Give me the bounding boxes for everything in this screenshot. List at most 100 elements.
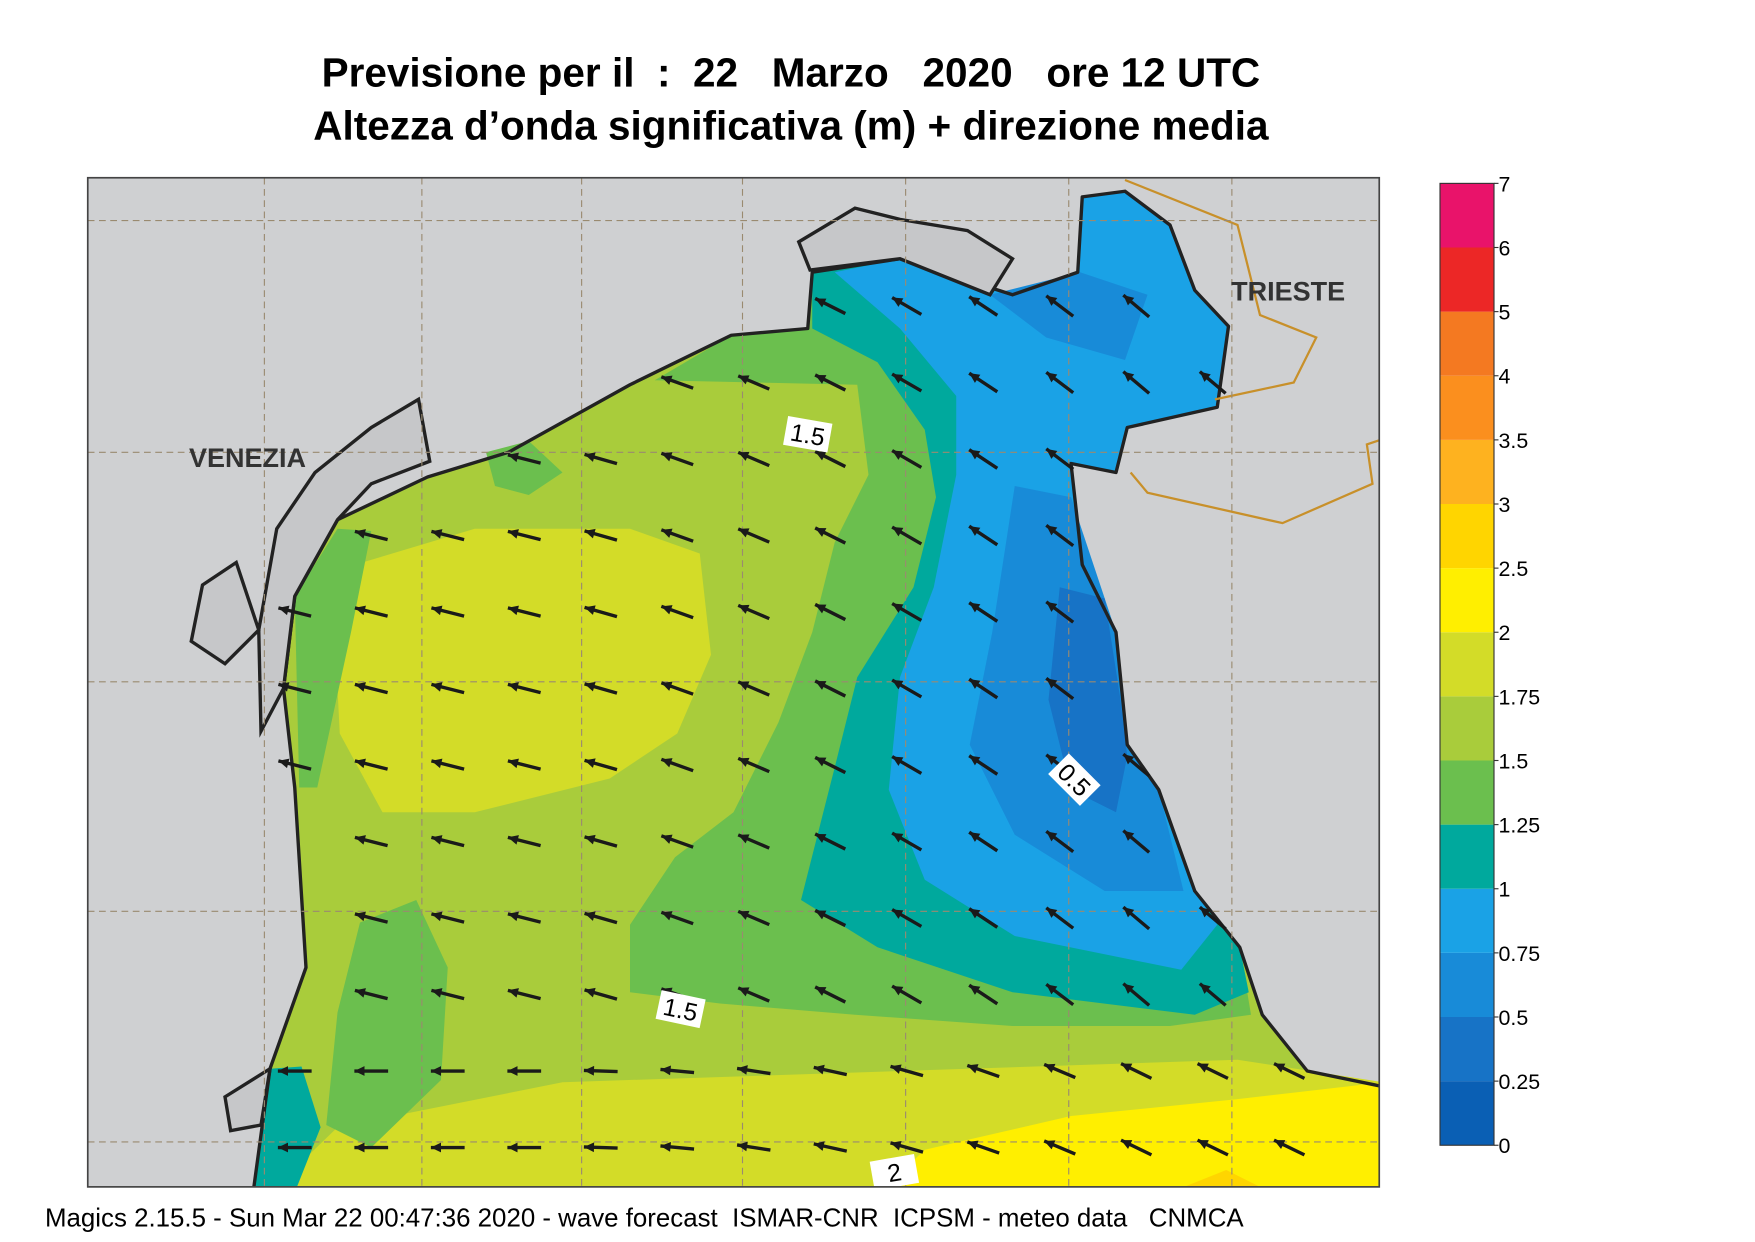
arrow-head (892, 909, 904, 919)
border (1124, 178, 1380, 525)
contour-label-box: 1.5 (783, 415, 833, 453)
arrow-head (507, 911, 519, 922)
wave-arrow (354, 682, 389, 695)
contour-label-box: 2 (869, 1153, 920, 1187)
arrow-head (892, 297, 904, 307)
wave-arrow (1122, 829, 1151, 854)
wave-arrow (277, 682, 312, 695)
wave-arrow (813, 1064, 848, 1077)
wave-arrow (1198, 370, 1227, 395)
footer: Magics 2.15.5 - Sun Mar 22 00:47:36 2020… (45, 1204, 1244, 1232)
wave-arrow (1045, 982, 1075, 1007)
wave-arrow (891, 831, 923, 852)
legend: 0 0.25 0.5 0.75 1 1.25 1.5 1.75 2 2.5 3 3.5 4 5 6 7 (1439, 172, 1540, 1158)
wave-arrow (814, 373, 847, 392)
wave-arrow (430, 911, 465, 924)
wave-arrow (430, 1142, 465, 1153)
legend-band (1440, 1017, 1494, 1082)
arrow-head (431, 605, 443, 616)
legend-band (1440, 568, 1494, 633)
wave-arrow (354, 1066, 389, 1076)
legend-band (1440, 247, 1494, 312)
wave-arrow (968, 677, 999, 700)
wave-arrow (507, 758, 542, 771)
wave-arrow (507, 1066, 542, 1076)
contour-label: 1.5 (788, 419, 827, 452)
arrow-head (737, 1065, 748, 1075)
arrow-head (660, 1142, 671, 1152)
arrow-head (584, 528, 596, 539)
wave-arrow (277, 1142, 312, 1153)
frame (86, 176, 1381, 1188)
arrow-head (661, 681, 673, 691)
title: Previsione per il : 22 Marzo 2020 ore 12… (322, 50, 1261, 96)
wave-arrow (1043, 1139, 1076, 1156)
wave-arrow (1045, 676, 1075, 701)
arrow-head (1199, 907, 1211, 918)
wave-arrow (737, 374, 770, 391)
arrow-head (1046, 984, 1058, 995)
arrow-head (969, 908, 981, 919)
wave-arrow (891, 908, 923, 928)
wave-arrow (1122, 752, 1151, 778)
arrow-head (354, 758, 366, 769)
wave-arrow (660, 757, 694, 773)
wave-arrow (968, 983, 999, 1006)
arrow-head (507, 452, 519, 463)
arrow-head (969, 602, 981, 613)
arrow-head (507, 529, 519, 539)
arrow-head (892, 603, 904, 613)
wave-arrow (1120, 1062, 1153, 1080)
wave-arrow (354, 911, 389, 924)
wave-arrow (660, 1142, 695, 1152)
arrow-head (354, 1142, 365, 1153)
arrow-head (815, 298, 827, 308)
arrow-head (1123, 983, 1135, 994)
wave-arrow (891, 602, 923, 622)
arrow-head (277, 1142, 289, 1153)
arrow-head (661, 834, 673, 844)
wave-arrow (354, 988, 389, 1001)
wave-arrow (968, 601, 999, 623)
arrow-head (661, 605, 673, 615)
legend-tick-label: 7 (1499, 172, 1511, 196)
legend-tick-label: 2.5 (1499, 557, 1529, 581)
wave-arrow (507, 1142, 542, 1153)
wave-arrow (1045, 447, 1075, 471)
wave-arrow (1120, 1138, 1153, 1157)
arrow-head (584, 834, 596, 845)
arrow-head (967, 1140, 979, 1150)
legend-tick-label: 0.5 (1499, 1006, 1529, 1030)
arrow-head (1197, 1140, 1209, 1149)
arrow-head (892, 527, 904, 537)
arrow-head (813, 1141, 825, 1151)
arrow-head (661, 911, 673, 921)
wave-arrow (507, 988, 542, 1001)
arrow-head (1046, 448, 1058, 459)
wave-arrow (968, 371, 999, 394)
wave-arrow (737, 603, 770, 621)
arrow-head (584, 758, 596, 768)
wave-arrow (1045, 523, 1075, 548)
wave-arrow (1043, 1062, 1076, 1080)
wave-arrow (737, 833, 770, 850)
arrow-head (815, 604, 827, 614)
wave-arrow (430, 988, 465, 1001)
legend-band (1440, 311, 1494, 376)
arrow-head (507, 835, 519, 845)
arrow-head (969, 449, 981, 460)
contour-label-box: 1.5 (655, 990, 706, 1029)
arrow-head (584, 681, 596, 692)
arrow-head (507, 1066, 518, 1076)
wave-arrow (736, 1065, 771, 1076)
arrow-head (815, 833, 827, 843)
arrow-head (738, 375, 750, 385)
arrow-head (738, 681, 750, 691)
arrow-head (1123, 754, 1135, 765)
wave-arrow (891, 449, 923, 469)
arrow-head (1123, 830, 1135, 841)
wave-arrow (277, 605, 312, 618)
arrow-head (813, 1064, 825, 1075)
arrow-head (507, 758, 519, 769)
